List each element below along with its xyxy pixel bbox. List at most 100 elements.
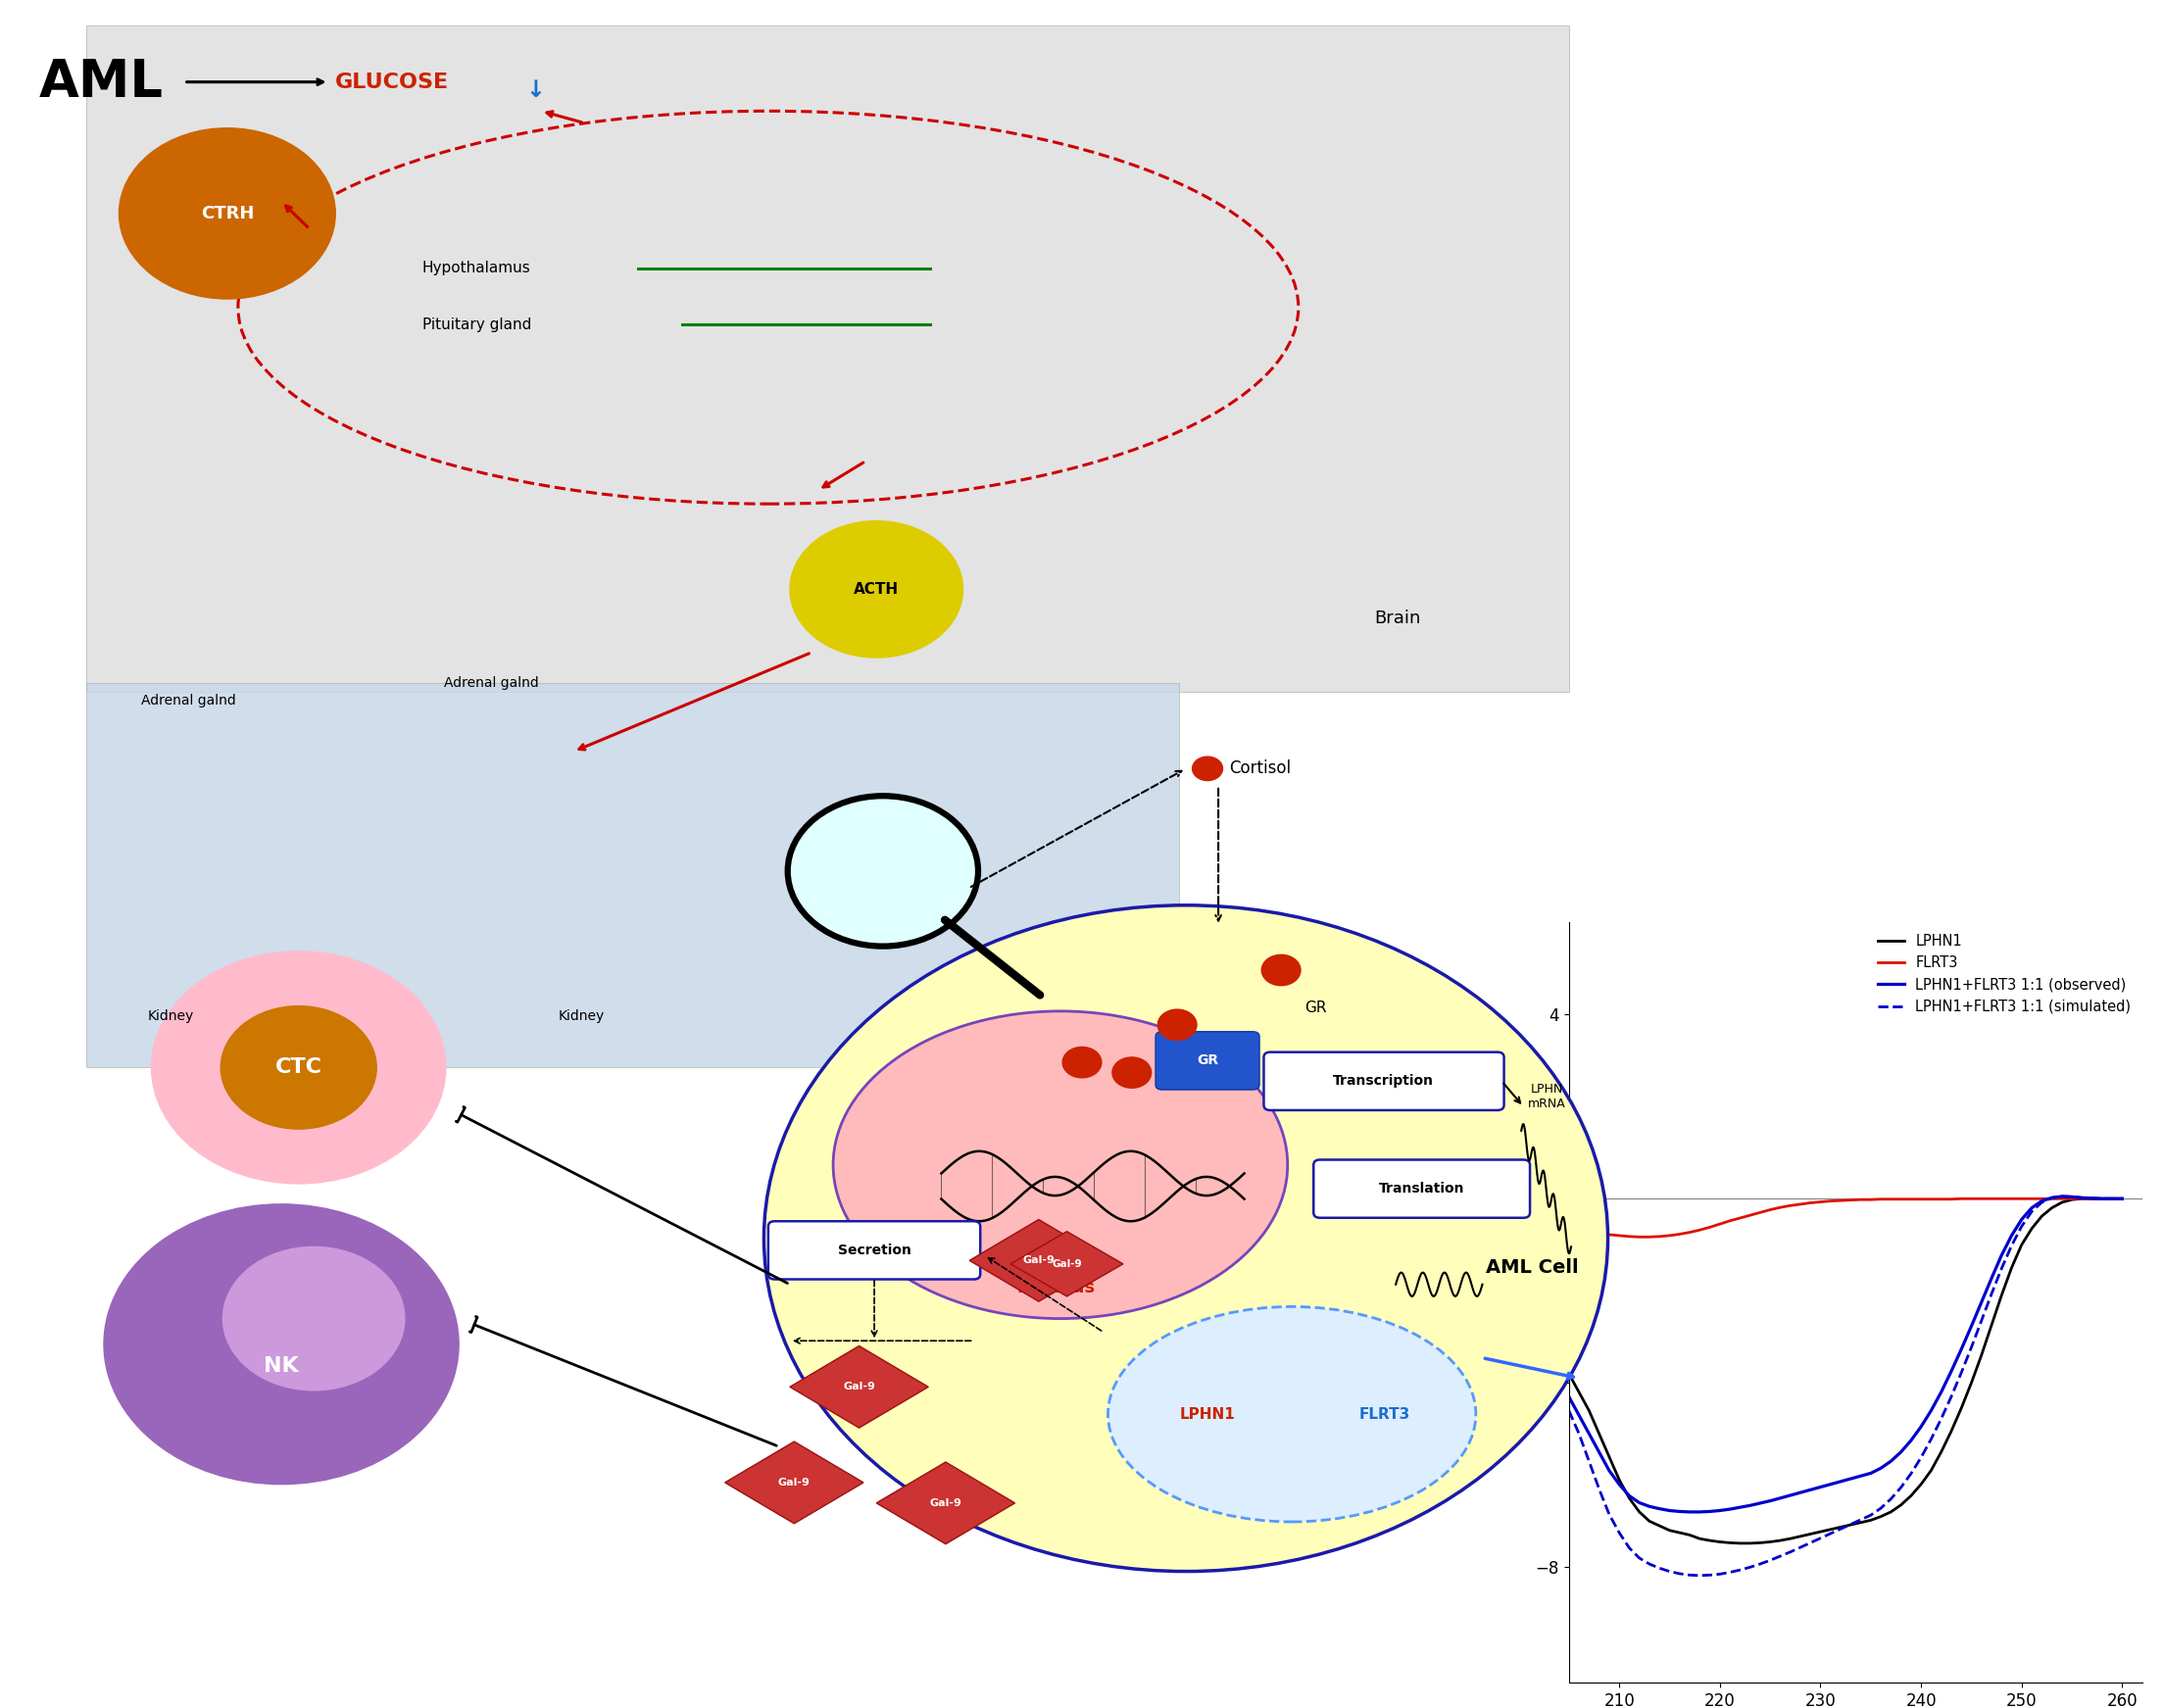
Text: CTRH: CTRH (201, 205, 253, 222)
LPHN1+FLRT3 1:1 (simulated) (1909, 1447, 1935, 1467)
Circle shape (1112, 1057, 1151, 1088)
Text: Brain: Brain (1374, 610, 1420, 627)
LPHN1+FLRT3 1:1 (observed) (2049, 1185, 2075, 1206)
Ellipse shape (764, 905, 1608, 1571)
Legend: LPHN1, FLRT3, LPHN1+FLRT3 1:1 (observed), LPHN1+FLRT3 1:1 (simulated): LPHN1, FLRT3, LPHN1+FLRT3 1:1 (observed)… (1874, 929, 2136, 1018)
LPHN1+FLRT3 1:1 (simulated) (1928, 1409, 1954, 1430)
FLRT3 (1878, 1189, 1904, 1209)
Text: Gal-9: Gal-9 (1052, 1259, 1082, 1269)
LPHN1+FLRT3 1:1 (simulated) (1556, 1401, 1582, 1421)
Circle shape (790, 521, 963, 658)
LPHN1+FLRT3 1:1 (simulated) (1768, 1546, 1794, 1566)
FLRT3 (2110, 1189, 2136, 1209)
LPHN1+FLRT3 1:1 (simulated) (1686, 1565, 1712, 1585)
FLRT3 (1948, 1189, 1974, 1209)
LPHN1+FLRT3 1:1 (simulated) (1567, 1423, 1593, 1443)
Circle shape (104, 1204, 459, 1484)
FancyBboxPatch shape (87, 683, 1179, 1068)
Circle shape (1192, 757, 1223, 781)
Polygon shape (969, 1220, 1108, 1301)
Text: Kidney: Kidney (558, 1009, 604, 1023)
Y-axis label: Δε (M⁻¹ cm⁻¹): Δε (M⁻¹ cm⁻¹) (1513, 1242, 1530, 1363)
Circle shape (119, 128, 335, 299)
LPHN1+FLRT3 1:1 (observed) (1556, 1387, 1582, 1407)
Text: Adrenal galnd: Adrenal galnd (444, 676, 539, 690)
Text: Pituitary gland: Pituitary gland (422, 318, 530, 331)
Text: Gal-9: Gal-9 (844, 1382, 874, 1392)
Text: LPHN
mRNA: LPHN mRNA (1528, 1083, 1567, 1110)
Text: Gal-9: Gal-9 (931, 1498, 961, 1508)
FLRT3 (1909, 1189, 1935, 1209)
LPHN1+FLRT3 1:1 (observed) (2110, 1189, 2136, 1209)
LPHN1+FLRT3 1:1 (observed) (1989, 1245, 2015, 1266)
LPHN1+FLRT3 1:1 (observed) (1928, 1382, 1954, 1402)
Text: GLUCOSE: GLUCOSE (335, 72, 450, 92)
LPHN1+FLRT3 1:1 (observed) (1768, 1488, 1794, 1508)
Text: Cortisol: Cortisol (1229, 760, 1292, 777)
Line: LPHN1: LPHN1 (1569, 1199, 2123, 1544)
Text: Gal-9: Gal-9 (779, 1477, 809, 1488)
FLRT3 (1567, 1220, 1593, 1240)
LPHN1 (1878, 1501, 1904, 1522)
Circle shape (1158, 1009, 1197, 1040)
FancyBboxPatch shape (87, 26, 1569, 692)
Text: Transcription: Transcription (1333, 1074, 1433, 1088)
Line: FLRT3: FLRT3 (1569, 1199, 2123, 1237)
LPHN1+FLRT3 1:1 (simulated) (2110, 1189, 2136, 1209)
LPHN1 (1556, 1363, 1582, 1383)
Text: CTC: CTC (275, 1057, 322, 1078)
Text: NK: NK (264, 1356, 299, 1377)
Text: AML: AML (39, 56, 164, 108)
Polygon shape (1011, 1231, 1123, 1296)
LPHN1+FLRT3 1:1 (observed) (1677, 1501, 1703, 1522)
LPHN1 (1989, 1284, 2015, 1305)
Text: AML Cell: AML Cell (1487, 1259, 1578, 1276)
FLRT3 (2000, 1189, 2026, 1209)
Text: GR: GR (1197, 1054, 1218, 1068)
Text: Nucleus: Nucleus (1017, 1279, 1095, 1296)
LPHN1+FLRT3 1:1 (simulated) (1878, 1489, 1904, 1510)
Text: Kidney: Kidney (147, 1009, 193, 1023)
LPHN1 (1928, 1442, 1954, 1462)
Text: ACTH: ACTH (855, 582, 898, 596)
Text: LPHN1: LPHN1 (1179, 1407, 1236, 1421)
Circle shape (788, 796, 978, 946)
Circle shape (223, 1247, 405, 1390)
FancyBboxPatch shape (1264, 1052, 1504, 1110)
Text: Secretion: Secretion (837, 1243, 911, 1257)
LPHN1 (1909, 1474, 1935, 1494)
FLRT3 (1768, 1197, 1794, 1218)
LPHN1 (1768, 1530, 1794, 1551)
Ellipse shape (1108, 1307, 1476, 1522)
Circle shape (1063, 1047, 1101, 1078)
LPHN1 (2110, 1189, 2136, 1209)
FLRT3 (1556, 1218, 1582, 1238)
Ellipse shape (833, 1011, 1288, 1319)
Text: Adrenal galnd: Adrenal galnd (141, 693, 236, 707)
Line: LPHN1+FLRT3 1:1 (simulated): LPHN1+FLRT3 1:1 (simulated) (1569, 1196, 2123, 1575)
FancyBboxPatch shape (768, 1221, 980, 1279)
Text: Translation: Translation (1378, 1182, 1465, 1196)
FancyBboxPatch shape (1156, 1032, 1259, 1090)
Polygon shape (725, 1442, 863, 1524)
Text: FLRT3: FLRT3 (1359, 1407, 1411, 1421)
Text: ↓: ↓ (526, 79, 545, 102)
FLRT3 (1928, 1189, 1954, 1209)
Circle shape (1262, 955, 1301, 986)
FLRT3 (1627, 1226, 1653, 1247)
Polygon shape (876, 1462, 1015, 1544)
LPHN1 (1727, 1534, 1753, 1554)
FancyBboxPatch shape (1314, 1160, 1530, 1218)
LPHN1 (1567, 1382, 1593, 1402)
LPHN1+FLRT3 1:1 (observed) (1878, 1452, 1904, 1472)
Text: Gal-9: Gal-9 (1024, 1255, 1054, 1266)
LPHN1+FLRT3 1:1 (simulated) (1989, 1259, 2015, 1279)
LPHN1+FLRT3 1:1 (observed) (1567, 1406, 1593, 1426)
LPHN1+FLRT3 1:1 (observed) (1909, 1416, 1935, 1436)
Text: Hypothalamus: Hypothalamus (422, 261, 530, 275)
Text: GR: GR (1305, 1001, 1327, 1015)
Circle shape (151, 951, 446, 1184)
LPHN1+FLRT3 1:1 (simulated) (2049, 1185, 2075, 1206)
Polygon shape (790, 1346, 928, 1428)
LPHN1 (2069, 1189, 2095, 1209)
